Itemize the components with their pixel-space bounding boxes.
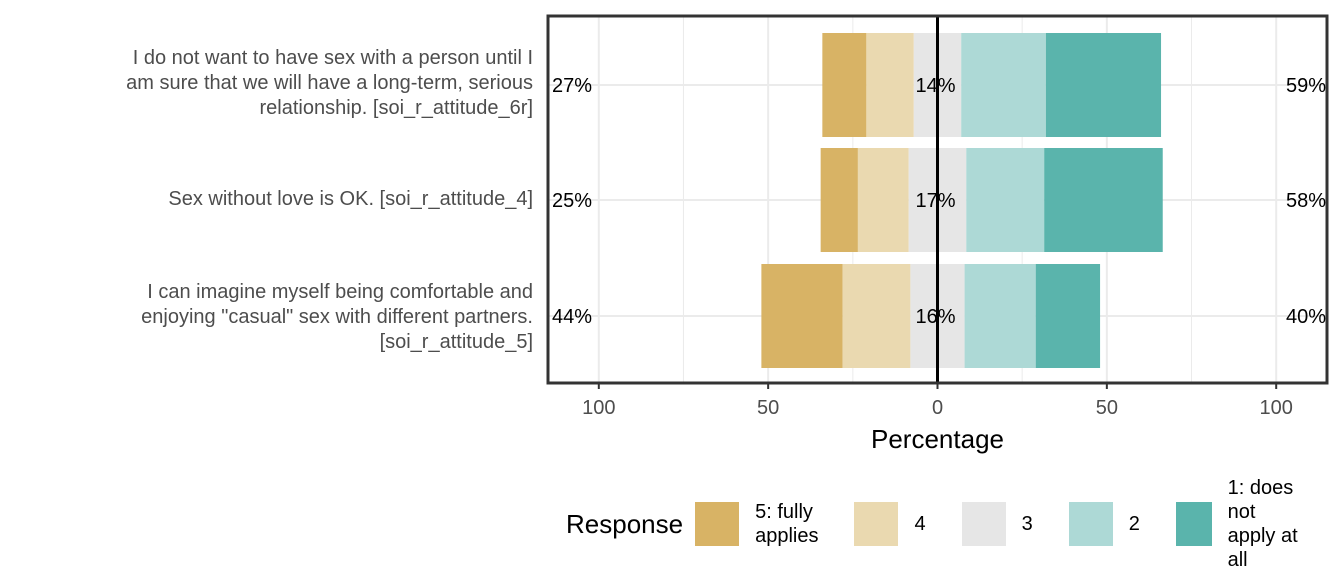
pct-center-3: 16% [916, 306, 956, 328]
legend-item-4: 4 [854, 502, 953, 546]
pct-center-1: 14% [916, 75, 956, 97]
bar-item2-response-4 [857, 148, 909, 252]
bar-item1-response-2 [961, 33, 1046, 137]
bar-item2-response-1 [1044, 148, 1163, 252]
legend-label-1: 1: does not apply at all [1227, 477, 1298, 571]
bar-item2-response-2 [966, 148, 1045, 252]
legend-item-5: 5: fully applies [695, 500, 846, 548]
item-label-1: I do not want to have sex with a person … [126, 47, 533, 119]
legend-item-1: 1: does not apply at all [1175, 476, 1336, 572]
pct-right-1: 59% [1286, 75, 1326, 97]
x-tick-label-0: 100 [582, 397, 615, 419]
bar-item1-response-5 [822, 33, 867, 137]
bar-item1-response-1 [1045, 33, 1162, 137]
pct-left-2: 25% [552, 190, 592, 212]
pct-center-2: 17% [916, 190, 956, 212]
legend-title: Response [566, 508, 684, 539]
legend-swatch-4 [854, 502, 899, 546]
bar-item3-response-5 [761, 264, 843, 368]
item-label-2: Sex without love is OK. [soi_r_attitude_… [168, 188, 533, 210]
bar-item1-response-4 [866, 33, 914, 137]
legend-label-3: 3 [1021, 513, 1033, 535]
legend-swatch-3 [961, 502, 1006, 546]
legend-label-5: 5: fully applies [755, 501, 819, 547]
bar-item3-response-2 [964, 264, 1036, 368]
x-tick-label-1: 50 [757, 397, 779, 419]
legend-label-2: 2 [1128, 513, 1140, 535]
legend-label-4: 4 [914, 513, 926, 535]
pct-left-3: 44% [552, 306, 592, 328]
legend-swatch-2 [1068, 502, 1113, 546]
legend-swatch-1 [1175, 502, 1212, 546]
bar-item2-response-5 [820, 148, 858, 252]
bar-item3-response-1 [1035, 264, 1101, 368]
bar-item3-response-4 [842, 264, 911, 368]
x-axis-title: Percentage [871, 424, 1004, 454]
x-tick-label-4: 100 [1260, 397, 1293, 419]
item-label-3: I can imagine myself being comfortable a… [141, 281, 533, 353]
legend-swatch-5 [695, 502, 740, 546]
x-tick-label-2: 0 [932, 397, 943, 419]
pct-right-3: 40% [1286, 306, 1326, 328]
legend-item-3: 3 [961, 502, 1061, 546]
pct-right-2: 58% [1286, 190, 1326, 212]
legend-item-2: 2 [1068, 502, 1168, 546]
pct-left-1: 27% [552, 75, 592, 97]
x-tick-label-3: 50 [1096, 397, 1118, 419]
legend: Response 5: fully applies 4 3 2 1: does … [566, 477, 1344, 571]
